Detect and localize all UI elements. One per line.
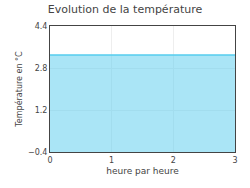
svg-text:0: 0 xyxy=(47,156,52,165)
svg-text:1: 1 xyxy=(109,156,114,165)
svg-text:Evolution de la température: Evolution de la température xyxy=(48,3,203,16)
svg-text:heure par heure: heure par heure xyxy=(106,166,179,176)
svg-text:−0.4: −0.4 xyxy=(28,148,47,157)
svg-text:3: 3 xyxy=(232,156,237,165)
svg-text:2.8: 2.8 xyxy=(35,64,48,73)
svg-text:4.4: 4.4 xyxy=(35,22,48,31)
svg-text:1.2: 1.2 xyxy=(35,106,48,115)
svg-text:Température en °C: Température en °C xyxy=(14,51,24,128)
svg-text:2: 2 xyxy=(171,156,176,165)
